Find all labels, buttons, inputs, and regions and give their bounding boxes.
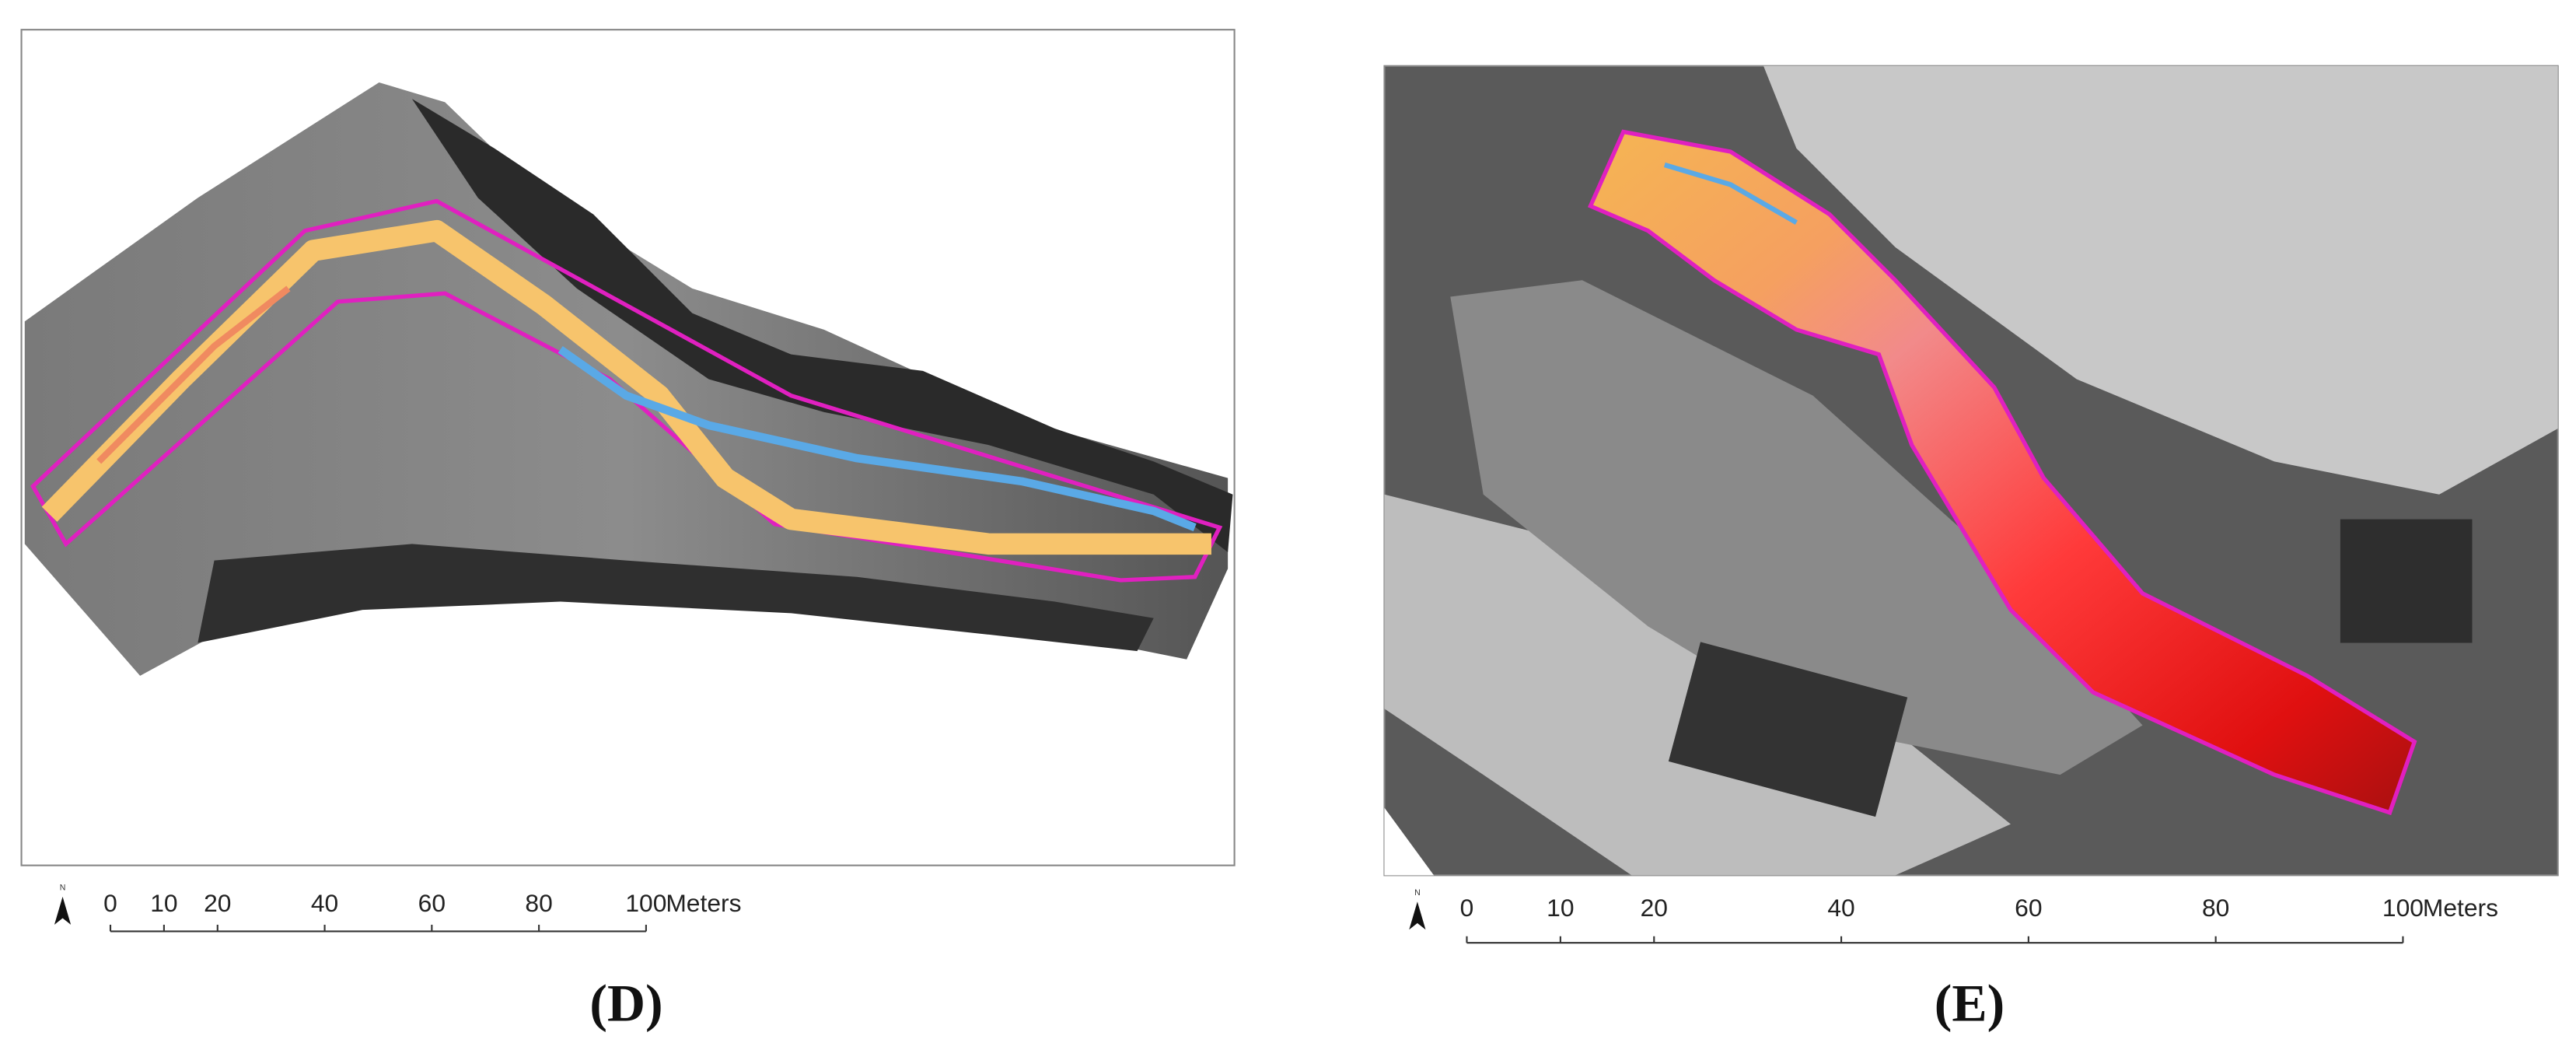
- scale-label: 100: [2382, 894, 2424, 922]
- river-class-deep: [557, 345, 1197, 532]
- meadow: [1450, 280, 2143, 775]
- panel-d-map: [20, 29, 1236, 866]
- scale-label: 20: [1641, 894, 1668, 922]
- north-arrow: [1409, 901, 1426, 930]
- north-label: N: [1414, 888, 1421, 898]
- scale-label: 10: [150, 889, 177, 917]
- scale-label: 80: [525, 889, 552, 917]
- scale-label: 40: [1827, 894, 1854, 922]
- river-class-shallow: [41, 219, 1211, 555]
- panel-caption: (E): [1935, 975, 2005, 1033]
- building: [1668, 642, 1908, 817]
- vegetation: [197, 544, 1154, 652]
- scale-label: 0: [1460, 894, 1474, 922]
- building: [2340, 519, 2473, 643]
- scale-label: 0: [103, 889, 117, 917]
- scale-label: 60: [2015, 894, 2042, 922]
- panel-caption: (D): [589, 975, 662, 1033]
- north-arrow: [54, 896, 72, 925]
- reach-classified: [1587, 129, 2417, 816]
- scale-label: 80: [2202, 894, 2229, 922]
- no-data: [1384, 807, 1435, 876]
- river-class-mid: [96, 285, 291, 464]
- scale-label: 40: [311, 889, 338, 917]
- scale-unit: Meters: [2423, 894, 2498, 922]
- vegetation: [411, 99, 1233, 552]
- scale-label: 100: [625, 889, 666, 917]
- reach-outline: [30, 198, 1223, 583]
- scale-label: 10: [1547, 894, 1574, 922]
- panel-e-map: [1383, 65, 2559, 877]
- parking-lot: [1763, 65, 2558, 495]
- river-class-deep: [1663, 162, 1798, 225]
- north-label: N: [60, 883, 66, 892]
- scale-label: 20: [204, 889, 231, 917]
- scale-label: 60: [418, 889, 446, 917]
- scale-unit: Meters: [666, 889, 741, 917]
